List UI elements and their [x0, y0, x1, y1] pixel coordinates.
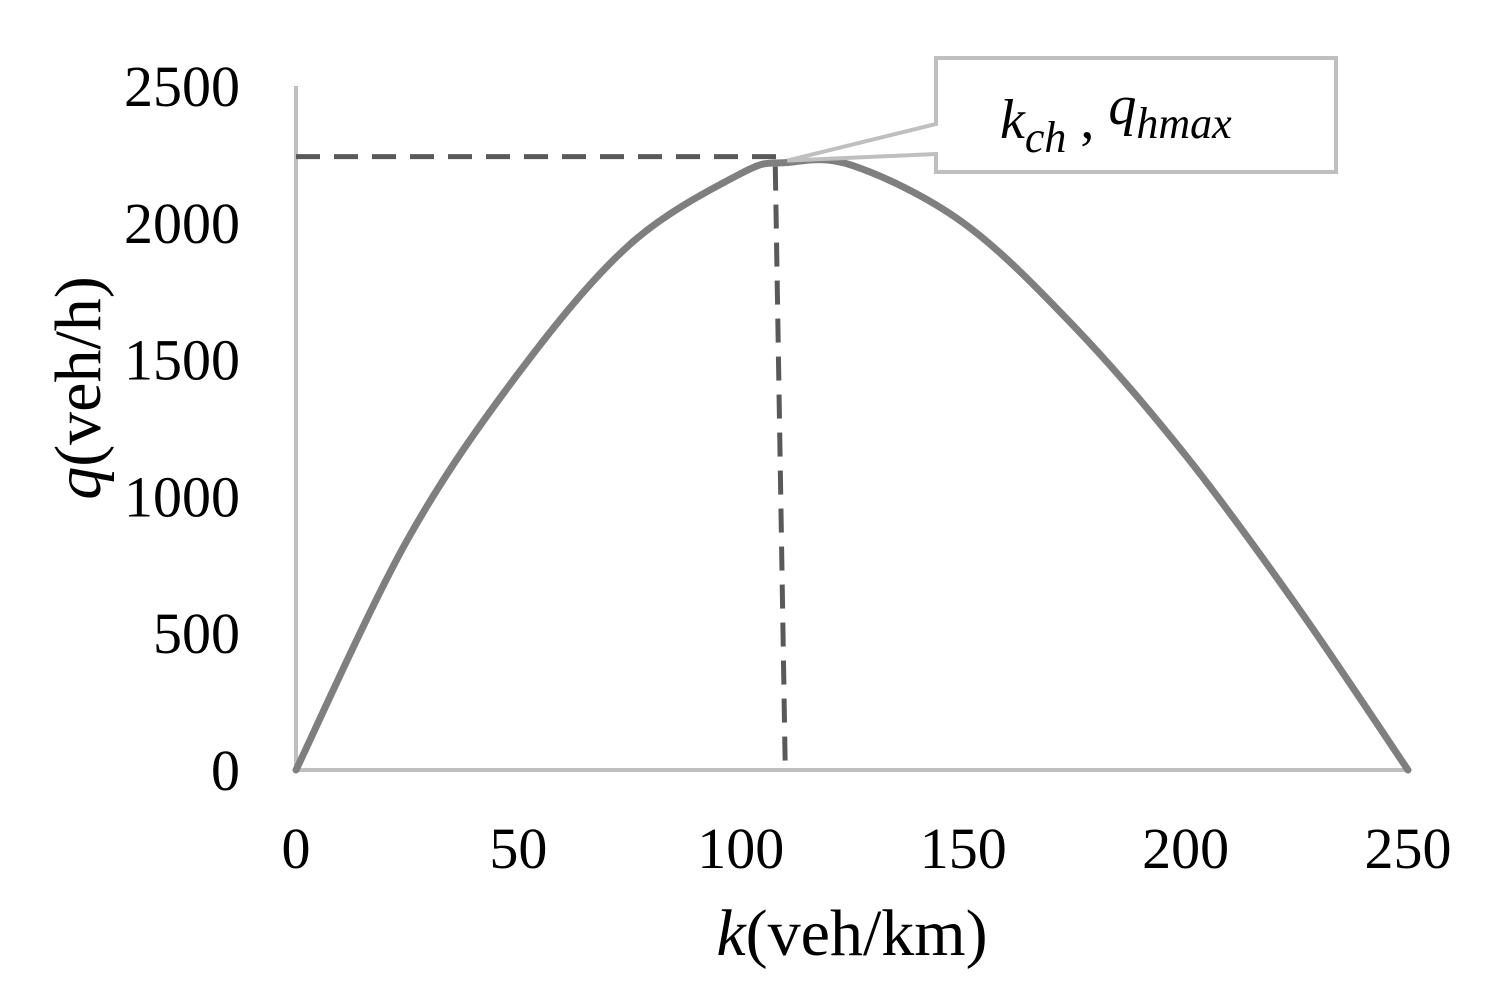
- x-tick-label: 50: [489, 816, 547, 881]
- x-tick-label: 100: [697, 816, 784, 881]
- axis-variable: q: [42, 467, 115, 500]
- y-tick-label: 2500: [124, 54, 240, 119]
- y-tick-label: 2000: [124, 191, 240, 256]
- x-tick-label: 150: [920, 816, 1007, 881]
- y-tick-label: 500: [153, 601, 240, 666]
- callout-label-part: ,: [1066, 89, 1108, 151]
- peak-callout: kch , qhmax: [786, 56, 1338, 174]
- peak-vertical-dashed-line: [772, 166, 788, 771]
- axis-variable: k: [716, 897, 747, 970]
- y-tick-label: 1500: [124, 328, 240, 393]
- x-tick-label: 250: [1365, 816, 1452, 881]
- x-tick-label: 200: [1142, 816, 1229, 881]
- callout-label-part: q: [1108, 75, 1136, 137]
- x-tick-label: 0: [282, 816, 311, 881]
- series-layer: [292, 156, 1412, 774]
- callout-label-part: hmax: [1136, 99, 1232, 148]
- x-axis-title: k(veh/km): [716, 897, 987, 970]
- callout-box: [786, 56, 1338, 174]
- peak-guide-lines: [296, 154, 788, 771]
- callout-label-part: ch: [1025, 113, 1067, 162]
- y-axis-title: q(veh/h): [42, 276, 115, 500]
- x-tick-labels: 0 50 100 150 200 250: [282, 816, 1452, 881]
- axis-unit: (veh/h): [42, 276, 115, 467]
- callout-label-part: k: [1000, 89, 1026, 151]
- callout-label: kch , qhmax: [1000, 75, 1232, 162]
- y-tick-labels: 0 500 1000 1500 2000 2500: [124, 54, 240, 803]
- axes: [294, 86, 1408, 772]
- series-line: [292, 156, 1412, 774]
- axis-unit: (veh/km): [746, 897, 988, 970]
- y-tick-label: 0: [211, 738, 240, 803]
- y-tick-label: 1000: [124, 464, 240, 529]
